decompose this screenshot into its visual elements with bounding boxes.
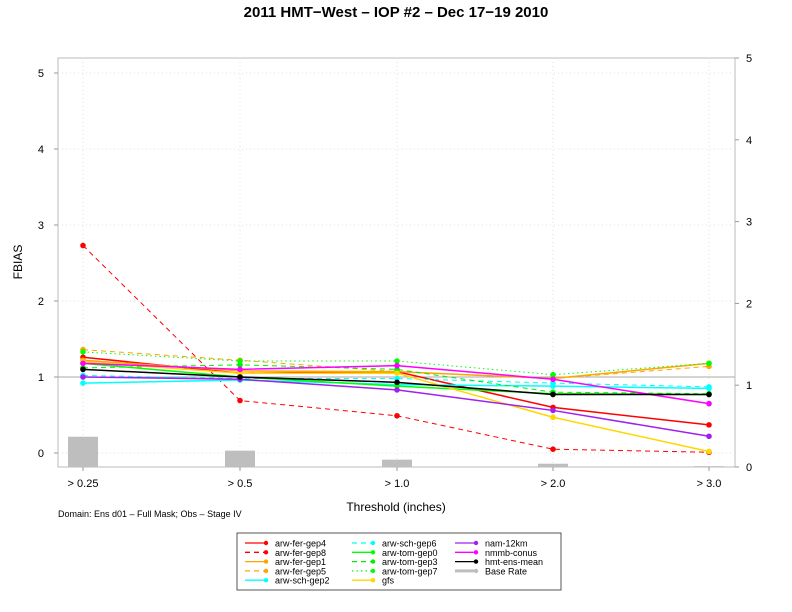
base-rate-bar xyxy=(382,459,412,467)
y2-tick-label: 0 xyxy=(746,462,752,474)
legend-label: nam-12km xyxy=(485,539,528,549)
series-line-arw-sch-gep6 xyxy=(82,374,710,388)
legend-label: arw-tom-gep3 xyxy=(382,557,438,567)
legend-label: arw-fer-gep1 xyxy=(275,557,326,567)
legend-marker xyxy=(473,540,479,546)
y2-tick-label: 1 xyxy=(746,380,752,392)
legend-marker xyxy=(473,550,479,555)
data-point-nam-12km xyxy=(80,374,86,380)
base-rate-bar xyxy=(538,463,568,467)
data-point-arw-fer-gep8 xyxy=(237,397,243,404)
legend-label: Base Rate xyxy=(485,566,527,576)
y-tick-label: 4 xyxy=(38,144,44,156)
data-point-arw-tom-gep7 xyxy=(394,358,400,364)
x-tick-label: > 0.25 xyxy=(68,478,99,490)
data-point-gfs xyxy=(394,370,400,377)
y2-tick-label: 4 xyxy=(746,135,752,147)
legend-marker xyxy=(263,568,269,574)
legend-label: nmmb-conus xyxy=(485,548,538,558)
data-point-nmmb-conus xyxy=(550,376,556,383)
data-point-nmmb-conus xyxy=(706,400,712,407)
data-point-hmt-ens-mean xyxy=(80,366,86,373)
legend-marker xyxy=(370,550,376,555)
legend-label: arw-sch-gep2 xyxy=(275,576,330,586)
series-line-arw-tom-gep7 xyxy=(82,351,710,376)
y-tick-label: 0 xyxy=(38,448,44,460)
legend-label: arw-tom-gep0 xyxy=(382,548,438,558)
legend-label: arw-fer-gep8 xyxy=(275,548,326,558)
y2-tick-label: 3 xyxy=(746,217,752,229)
legend-label: hmt-ens-mean xyxy=(485,557,543,567)
legend-marker xyxy=(263,578,269,583)
data-point-arw-fer-gep8 xyxy=(80,242,86,249)
data-point-gfs xyxy=(550,414,556,421)
data-point-nam-12km xyxy=(550,407,556,414)
base-rate-bar xyxy=(68,436,98,467)
data-point-nmmb-conus xyxy=(80,360,86,367)
data-point-hmt-ens-mean xyxy=(550,391,556,398)
x-tick-label: > 1.0 xyxy=(385,478,410,490)
x-tick-label: > 0.5 xyxy=(228,478,253,490)
legend-label: arw-fer-gep4 xyxy=(275,539,326,549)
legend-label: gfs xyxy=(382,576,395,586)
legend-marker xyxy=(370,540,376,546)
domain-caption: Domain: Ens d01 – Full Mask; Obs – Stage… xyxy=(58,509,242,519)
legend-marker xyxy=(473,559,479,564)
legend-marker xyxy=(370,578,376,583)
data-point-arw-tom-gep7 xyxy=(80,349,86,355)
data-point-arw-tom-gep7 xyxy=(237,358,243,364)
chart-title: 2011 HMT−West – IOP #2 – Dec 17−19 2010 xyxy=(244,4,549,21)
series-line-arw-fer-gep5 xyxy=(82,349,710,380)
legend-label: arw-sch-gep6 xyxy=(382,539,437,549)
y-axis-label: FBIAS xyxy=(11,245,25,280)
y-tick-label: 5 xyxy=(38,68,44,80)
data-point-nmmb-conus xyxy=(237,366,243,373)
legend-marker xyxy=(473,568,479,574)
y2-tick-label: 2 xyxy=(746,298,752,310)
legend-marker xyxy=(370,568,376,574)
data-point-arw-fer-gep4 xyxy=(706,422,712,428)
base-rate-bar xyxy=(225,450,255,467)
x-tick-label: > 3.0 xyxy=(697,478,722,490)
x-axis-label: Threshold (inches) xyxy=(346,500,445,514)
data-point-arw-tom-gep7 xyxy=(550,371,556,378)
data-point-hmt-ens-mean xyxy=(394,379,400,386)
data-point-arw-fer-gep8 xyxy=(394,412,400,419)
base-rate-bar xyxy=(694,466,724,467)
y-tick-label: 1 xyxy=(38,372,44,384)
data-point-arw-sch-gep2 xyxy=(80,380,86,386)
y-tick-label: 2 xyxy=(38,296,44,308)
legend-marker xyxy=(263,550,269,555)
legend xyxy=(236,532,562,591)
data-point-arw-sch-gep6 xyxy=(706,384,712,390)
data-point-nmmb-conus xyxy=(394,362,400,369)
data-point-nam-12km xyxy=(706,433,712,440)
data-point-hmt-ens-mean xyxy=(237,374,243,380)
y2-tick-label: 5 xyxy=(746,53,752,65)
data-point-nam-12km xyxy=(394,387,400,393)
legend-marker xyxy=(263,559,269,564)
legend-marker xyxy=(263,540,269,546)
data-point-arw-fer-gep8 xyxy=(550,446,556,453)
data-point-gfs xyxy=(706,448,712,455)
y-tick-label: 3 xyxy=(38,220,44,232)
x-tick-label: > 2.0 xyxy=(541,478,566,490)
series-line-arw-tom-gep3 xyxy=(82,364,710,395)
data-point-hmt-ens-mean xyxy=(706,391,712,398)
legend-marker xyxy=(370,559,376,564)
legend-label: arw-tom-gep7 xyxy=(382,566,438,576)
data-point-arw-tom-gep7 xyxy=(706,360,712,367)
legend-label: arw-fer-gep5 xyxy=(275,566,326,576)
